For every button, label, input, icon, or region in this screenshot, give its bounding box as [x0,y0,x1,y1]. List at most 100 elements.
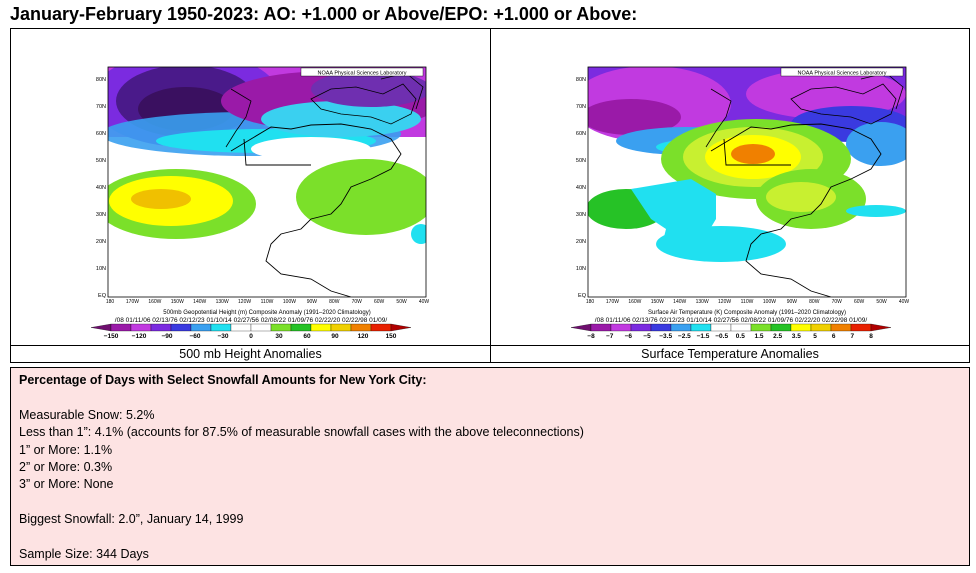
height-map-caption: 500 mb Height Anomalies [11,346,491,363]
colorbar-tick: 60 [303,333,311,340]
lon-label: 180 [106,299,115,305]
colorbar-swatch [390,323,412,332]
colorbar-tick: 30 [275,333,283,340]
lat-label: 60N [576,131,586,137]
colorbar-swatch [770,323,792,332]
colorbar-swatch [670,323,692,332]
lon-label: 100W [763,299,776,305]
lat-label: EQ [98,293,107,299]
colorbar-swatch [130,323,152,332]
lon-label: 110W [261,299,274,305]
colorbar-swatch [370,323,392,332]
lon-label: 120W [718,299,731,305]
map-credit: NOAA Physical Sciences Laboratory [798,71,887,77]
lat-label: 20N [576,239,586,245]
lon-label: 100W [283,299,296,305]
height-anomaly-map-svg: NOAA Physical Sciences Laboratory 80N 70N… [90,66,430,340]
stat-line: Less than 1”: 4.1% (accounts for 87.5% o… [19,425,584,440]
lat-label: 70N [576,104,586,110]
stat-line: Measurable Snow: 5.2% [19,407,155,422]
colorbar-swatch [110,323,132,332]
lon-label: 160W [148,299,161,305]
lon-label: 40W [419,299,430,305]
lat-label: 50N [576,158,586,164]
lon-label: 120W [238,299,251,305]
map-dates: /08 01/11/06 02/13/76 02/12/23 01/10/14 … [115,317,388,324]
lon-label: 90W [307,299,318,305]
map-dates: /08 01/11/06 02/13/76 02/12/23 01/10/14 … [595,317,868,324]
lon-label: 70W [832,299,843,305]
lon-label: 80W [329,299,340,305]
lon-label: 110W [741,299,754,305]
lon-label: 90W [787,299,798,305]
lon-label: 170W [126,299,139,305]
lat-label: 50N [96,158,106,164]
colorbar-tick: −8 [587,333,595,340]
lat-label: 70N [96,104,106,110]
lon-label: 50W [876,299,887,305]
temperature-anomaly-map-svg: NOAA Physical Sciences Laboratory 80N 70N… [570,66,910,340]
colorbar-swatch [310,323,332,332]
colorbar-tick: −3.5 [659,333,672,340]
sample-size: Sample Size: 344 Days [19,547,149,562]
caption-row: 500 mb Height Anomalies Surface Temperat… [11,345,969,363]
colorbar-tick: −120 [132,333,147,340]
colorbar-swatch [590,323,612,332]
colorbar-swatch [690,323,712,332]
lon-label: 40W [899,299,910,305]
lat-label: 40N [576,185,586,191]
stat-line: 3” or More: None [19,477,114,492]
colorbar-swatch [750,323,772,332]
colorbar-swatch [250,323,272,332]
lat-label: 10N [96,266,106,272]
stats-heading: Percentage of Days with Select Snowfall … [19,373,427,387]
map-credit: NOAA Physical Sciences Laboratory [318,71,407,77]
colorbar-swatch [270,323,292,332]
lat-label: 60N [96,131,106,137]
lon-label: 130W [696,299,709,305]
stat-line: 2” or More: 0.3% [19,460,113,475]
colorbar-swatch [330,323,352,332]
colorbar-swatch [90,323,112,332]
colorbar-swatch [650,323,672,332]
lon-label: 140W [193,299,206,305]
colorbar-tick: 8 [869,333,873,340]
maps-table: NOAA Physical Sciences Laboratory 80N 70N… [10,28,970,363]
lat-label: EQ [578,293,587,299]
lon-label: 60W [374,299,385,305]
colorbar-tick: 120 [358,333,369,340]
lat-label: 80N [96,77,106,83]
colorbar-swatch [730,323,752,332]
colorbar-tick: 0.5 [736,333,745,340]
colorbar-swatch [150,323,172,332]
colorbar-tick: 5 [813,333,817,340]
colorbar-swatch [570,323,592,332]
stat-line: 1” or More: 1.1% [19,442,113,457]
lon-label: 160W [628,299,641,305]
colorbar-tick: −1.5 [697,333,710,340]
colorbar-tick: 3.5 [792,333,801,340]
lon-label: 50W [396,299,407,305]
colorbar-swatch [790,323,812,332]
lon-label: 150W [171,299,184,305]
colorbar-tick: 1.5 [754,333,763,340]
colorbar-tick: 90 [331,333,339,340]
colorbar-tick: −6 [625,333,633,340]
height-anomaly-map: NOAA Physical Sciences Laboratory 80N 70N… [11,29,491,345]
lon-label: 150W [651,299,664,305]
temperature-map-caption: Surface Temperature Anomalies [641,347,819,361]
colorbar-swatch [630,323,652,332]
lon-label: 130W [216,299,229,305]
colorbar-swatch [830,323,852,332]
colorbar-swatch [170,323,192,332]
colorbar-swatch [710,323,732,332]
lat-label: 30N [96,212,106,218]
lon-label: 70W [352,299,363,305]
lon-label: 140W [673,299,686,305]
lon-label: 60W [854,299,865,305]
colorbar-swatch [350,323,372,332]
colorbar-swatch [850,323,872,332]
colorbar-tick: −90 [161,333,172,340]
snowfall-stats-box: Percentage of Days with Select Snowfall … [10,367,970,566]
lat-label: 40N [96,185,106,191]
